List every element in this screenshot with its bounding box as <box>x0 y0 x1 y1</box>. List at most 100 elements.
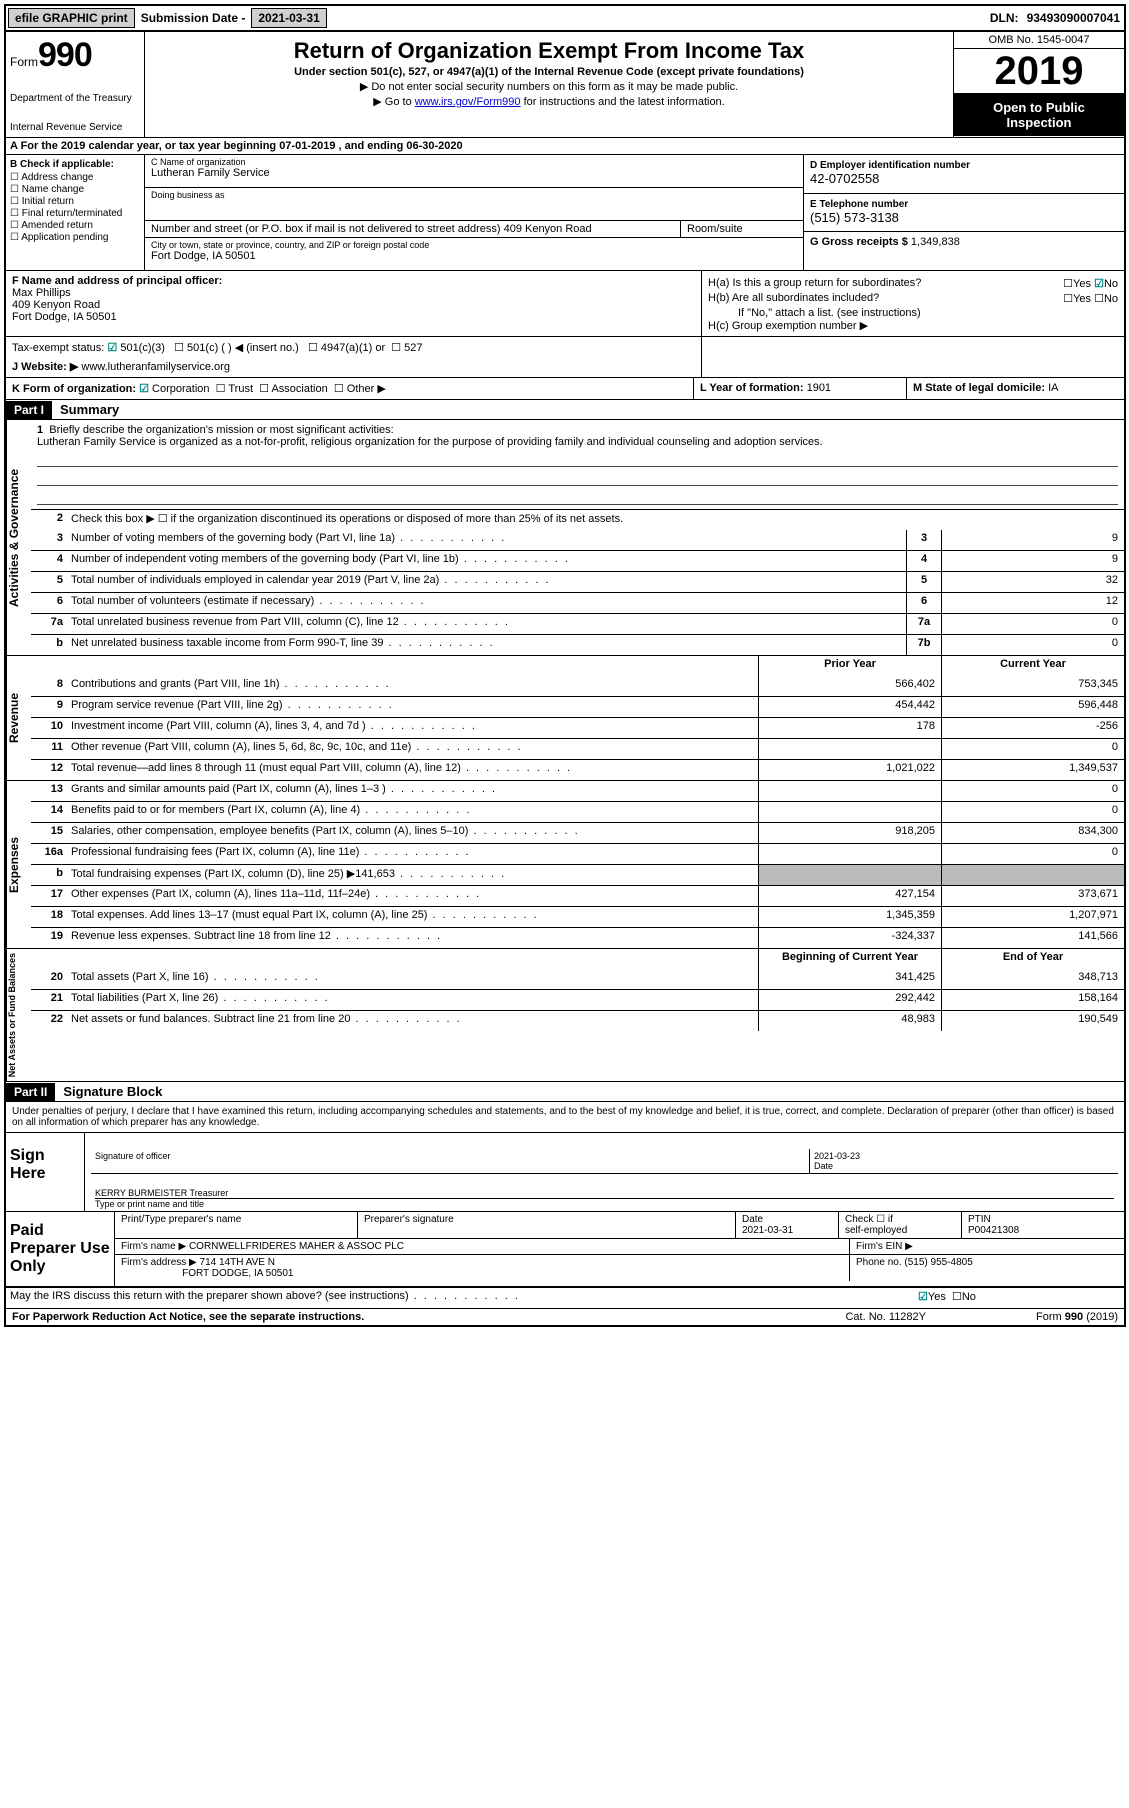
hdr-end: End of Year <box>941 949 1124 969</box>
data-line: 12Total revenue—add lines 8 through 11 (… <box>31 759 1124 780</box>
perjury-declaration: Under penalties of perjury, I declare th… <box>6 1102 1124 1133</box>
sign-here-row: Sign Here Signature of officer 2021-03-2… <box>6 1133 1124 1212</box>
website-value: www.lutheranfamilyservice.org <box>81 361 230 373</box>
paid-preparer-row: Paid Preparer Use Only Print/Type prepar… <box>6 1212 1124 1287</box>
ha-label: H(a) Is this a group return for subordin… <box>708 277 921 290</box>
col-f-officer: F Name and address of principal officer:… <box>6 271 701 336</box>
cell-gross: G Gross receipts $ 1,349,838 <box>804 232 1124 270</box>
chk-initial[interactable]: ☐ Initial return <box>10 196 140 207</box>
omb-number: OMB No. 1545-0047 <box>954 32 1124 49</box>
summary-expenses: Expenses 13Grants and similar amounts pa… <box>6 781 1124 949</box>
line-2: Check this box ▶ ☐ if the organization d… <box>67 510 1124 530</box>
summary-revenue: Revenue Prior Year Current Year 8Contrib… <box>6 656 1124 781</box>
hc-label: H(c) Group exemption number ▶ <box>708 319 1118 332</box>
paperwork-notice: For Paperwork Reduction Act Notice, see … <box>6 1309 839 1325</box>
ptin-value: P00421308 <box>968 1225 1019 1236</box>
data-line: 21Total liabilities (Part X, line 26)292… <box>31 989 1124 1010</box>
ein-value: 42-0702558 <box>810 171 879 186</box>
data-line: 22Net assets or fund balances. Subtract … <box>31 1010 1124 1031</box>
gross-receipts: 1,349,838 <box>911 236 960 248</box>
submission-label: Submission Date - <box>141 11 246 25</box>
form-footer: Form 990 (2019) <box>932 1309 1124 1325</box>
part-i-title: Summary <box>52 400 127 419</box>
open-public-badge: Open to Public Inspection <box>954 94 1124 136</box>
state-domicile: IA <box>1048 382 1058 394</box>
discuss-row: May the IRS discuss this return with the… <box>6 1287 1124 1309</box>
hb-note: If "No," attach a list. (see instruction… <box>708 307 1118 319</box>
row-klm: K Form of organization: ☑ Corporation ☐ … <box>6 378 1124 400</box>
section-bcde: B Check if applicable: ☐ Address change … <box>6 155 1124 271</box>
form-title: Return of Organization Exempt From Incom… <box>153 38 945 64</box>
gov-line: 6Total number of volunteers (estimate if… <box>31 592 1124 613</box>
officer-name: Max Phillips <box>12 287 71 299</box>
data-line: 11Other revenue (Part VIII, column (A), … <box>31 738 1124 759</box>
cell-phone: E Telephone number (515) 573-3138 <box>804 194 1124 233</box>
dept-irs: Internal Revenue Service <box>10 122 140 133</box>
cell-ein: D Employer identification number 42-0702… <box>804 155 1124 194</box>
gov-line: 7aTotal unrelated business revenue from … <box>31 613 1124 634</box>
vtab-revenue: Revenue <box>6 656 31 780</box>
dept-treasury: Department of the Treasury <box>10 93 140 104</box>
data-line: 13Grants and similar amounts paid (Part … <box>31 781 1124 801</box>
form-number: 990 <box>38 36 92 74</box>
gov-line: 3Number of voting members of the governi… <box>31 530 1124 550</box>
paid-preparer-label: Paid Preparer Use Only <box>6 1212 115 1286</box>
cell-org-name: C Name of organization Lutheran Family S… <box>145 155 803 188</box>
irs-link[interactable]: www.irs.gov/Form990 <box>415 96 521 108</box>
hdr-prior-year: Prior Year <box>758 656 941 676</box>
data-line: 17Other expenses (Part IX, column (A), l… <box>31 885 1124 906</box>
part-ii-badge: Part II <box>6 1083 55 1101</box>
part-ii-title: Signature Block <box>55 1082 170 1101</box>
row-tax-j: Tax-exempt status: ☑ 501(c)(3) ☐ 501(c) … <box>6 337 1124 378</box>
col-b-checkboxes: B Check if applicable: ☐ Address change … <box>6 155 145 270</box>
chk-pending[interactable]: ☐ Application pending <box>10 232 140 243</box>
phone-value: (515) 573-3138 <box>810 210 899 225</box>
hdr-beginning: Beginning of Current Year <box>758 949 941 969</box>
data-line: 10Investment income (Part VIII, column (… <box>31 717 1124 738</box>
b-header: B Check if applicable: <box>10 159 140 170</box>
officer-name-title: KERRY BURMEISTER Treasurer <box>95 1188 228 1198</box>
header-mid: Return of Organization Exempt From Incom… <box>145 32 953 137</box>
year-formation: 1901 <box>807 382 831 394</box>
cat-no: Cat. No. 11282Y <box>839 1309 932 1325</box>
tax-label: Tax-exempt status: <box>12 342 104 354</box>
header-right: OMB No. 1545-0047 2019 Open to Public In… <box>953 32 1124 137</box>
officer-addr1: 409 Kenyon Road <box>12 299 100 311</box>
data-line: 16aProfessional fundraising fees (Part I… <box>31 843 1124 864</box>
form-word: Form <box>10 55 38 69</box>
data-line: 18Total expenses. Add lines 13–17 (must … <box>31 906 1124 927</box>
footer: For Paperwork Reduction Act Notice, see … <box>6 1309 1124 1325</box>
efile-button[interactable]: efile GRAPHIC print <box>8 8 135 28</box>
header-left: Form990 Department of the Treasury Inter… <box>6 32 145 137</box>
gov-line: 5Total number of individuals employed in… <box>31 571 1124 592</box>
officer-addr2: Fort Dodge, IA 50501 <box>12 311 117 323</box>
cell-city: City or town, state or province, country… <box>145 238 803 270</box>
cell-dba: Doing business as <box>145 188 803 221</box>
preparer-phone: (515) 955-4805 <box>904 1257 972 1268</box>
form-container: efile GRAPHIC print Submission Date - 20… <box>4 4 1126 1327</box>
data-line: bTotal fundraising expenses (Part IX, co… <box>31 864 1124 885</box>
chk-address[interactable]: ☐ Address change <box>10 172 140 183</box>
hdr-current-year: Current Year <box>941 656 1124 676</box>
dln-value: 93493090007041 <box>1027 11 1120 25</box>
data-line: 20Total assets (Part X, line 16)341,4253… <box>31 969 1124 989</box>
hb-label: H(b) Are all subordinates included? <box>708 292 879 305</box>
tax-year: 2019 <box>954 49 1124 94</box>
data-line: 8Contributions and grants (Part VIII, li… <box>31 676 1124 696</box>
row-a-tax-year: A For the 2019 calendar year, or tax yea… <box>6 138 1124 155</box>
vtab-expenses: Expenses <box>6 781 31 948</box>
submission-date: 2021-03-31 <box>251 8 326 28</box>
data-line: 19Revenue less expenses. Subtract line 1… <box>31 927 1124 948</box>
cell-address: Number and street (or P.O. box if mail i… <box>145 221 803 238</box>
chk-amended[interactable]: ☐ Amended return <box>10 220 140 231</box>
vtab-netassets: Net Assets or Fund Balances <box>6 949 31 1081</box>
part-ii-header: Part II Signature Block <box>6 1082 1124 1102</box>
col-h: H(a) Is this a group return for subordin… <box>701 271 1124 336</box>
chk-final[interactable]: ☐ Final return/terminated <box>10 208 140 219</box>
chk-name[interactable]: ☐ Name change <box>10 184 140 195</box>
org-address: 409 Kenyon Road <box>504 223 592 235</box>
sign-here-label: Sign Here <box>6 1133 85 1211</box>
col-de: D Employer identification number 42-0702… <box>803 155 1124 270</box>
note-goto: ▶ Go to www.irs.gov/Form990 for instruct… <box>153 95 945 108</box>
gov-line: bNet unrelated business taxable income f… <box>31 634 1124 655</box>
